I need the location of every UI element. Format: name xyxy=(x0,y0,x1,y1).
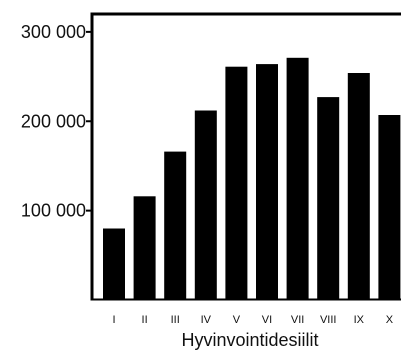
x-tick-label: VI xyxy=(262,314,272,326)
x-tick-label: V xyxy=(233,314,241,326)
bar-VII xyxy=(286,57,309,300)
bar-IV xyxy=(194,110,217,300)
y-tick-label: 300 000 xyxy=(21,22,86,42)
x-ticks: I II III IV V VI VII VIII IX X xyxy=(112,314,393,326)
bars xyxy=(103,57,401,300)
bar-I xyxy=(103,228,125,300)
x-tick-label: VIII xyxy=(320,314,337,326)
bar-VI xyxy=(256,64,278,300)
x-axis-label: Hyvinvointidesiilit xyxy=(181,330,318,350)
bar-II xyxy=(133,196,156,300)
y-tick-label: 100 000 xyxy=(21,201,86,221)
x-tick-label: III xyxy=(171,314,180,326)
x-tick-label: X xyxy=(386,314,394,326)
bar-IX xyxy=(347,73,370,300)
y-ticks: 100 000 200 000 300 000 xyxy=(21,22,92,221)
bar-III xyxy=(164,151,187,300)
x-tick-label: I xyxy=(112,314,115,326)
x-tick-label: IX xyxy=(354,314,365,326)
bar-VIII xyxy=(317,97,340,300)
y-tick-label: 200 000 xyxy=(21,111,86,131)
x-tick-label: VII xyxy=(291,314,304,326)
x-tick-label: IV xyxy=(201,314,212,326)
bar-X xyxy=(378,115,401,300)
x-tick-label: II xyxy=(142,314,148,326)
bar-V xyxy=(225,66,248,300)
